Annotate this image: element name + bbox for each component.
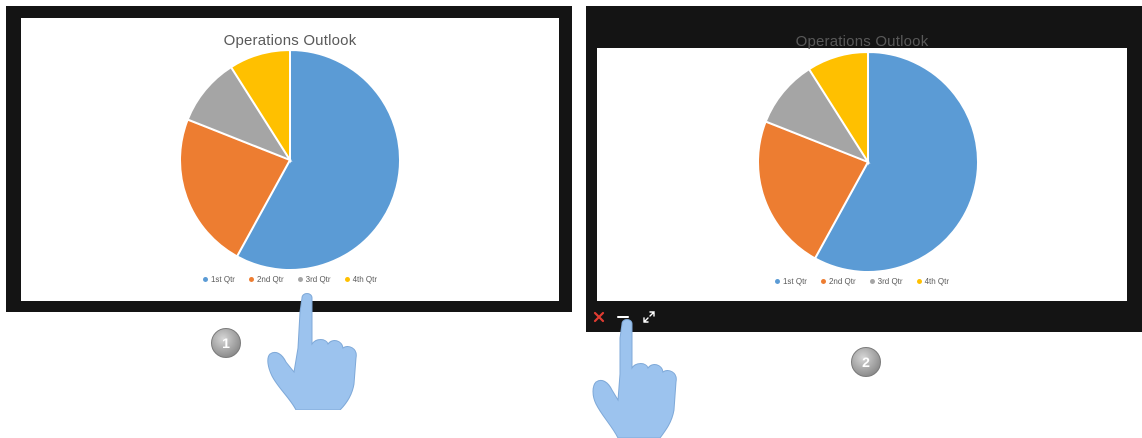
legend-swatch (297, 277, 303, 282)
pie-slice-q1[interactable] (813, 50, 979, 273)
pie-slice-q4[interactable] (229, 48, 291, 164)
legend-item-q2: 2nd Qtr (820, 277, 856, 286)
legend-label: 4th Qtr (352, 275, 378, 284)
legend-swatch (916, 279, 922, 284)
chart-title: Operations Outlook (223, 32, 357, 49)
chart-legend: 1st Qtr 2nd Qtr 3rd Qtr 4th Qtr (597, 277, 1127, 286)
chart-legend: 1st Qtr 2nd Qtr 3rd Qtr 4th Qtr (21, 275, 559, 284)
legend-item-q4: 4th Qtr (344, 275, 378, 284)
legend-item-q4: 4th Qtr (916, 277, 950, 286)
legend-swatch (869, 279, 875, 284)
slide-canvas[interactable]: Operations Outlook 1st Qtr 2nd Qtr 3rd Q… (597, 33, 1127, 301)
legend-item-q3: 3rd Qtr (297, 275, 331, 284)
presentation-screen-1: Operations Outlook 1st Qtr 2nd Qtr 3rd Q… (6, 6, 572, 312)
legend-label: 2nd Qtr (256, 275, 284, 284)
pointing-hand-icon (267, 293, 357, 410)
expand-icon[interactable] (642, 310, 656, 324)
legend-swatch (774, 279, 780, 284)
pie-slice-q2[interactable] (757, 120, 870, 260)
minimize-icon[interactable] (616, 310, 630, 324)
legend-label: 1st Qtr (210, 275, 235, 284)
legend-item-q1: 1st Qtr (774, 277, 807, 286)
pie-slice-q1[interactable] (235, 48, 401, 271)
legend-label: 1st Qtr (782, 277, 807, 286)
legend-swatch (820, 279, 826, 284)
chart-title: Operations Outlook (795, 33, 929, 50)
step-badge-1: 1 (211, 328, 241, 358)
pie-chart (179, 48, 401, 271)
legend-item-q1: 1st Qtr (202, 275, 235, 284)
pie-chart (757, 50, 979, 273)
pointing-hand-icon (592, 319, 677, 438)
legend-item-q3: 3rd Qtr (869, 277, 903, 286)
slideshow-control-bar (586, 302, 1142, 332)
legend-swatch (344, 277, 350, 282)
slide-canvas[interactable]: Operations Outlook 1st Qtr 2nd Qtr 3rd Q… (21, 18, 559, 301)
legend-swatch (248, 277, 254, 282)
legend-label: 4th Qtr (924, 277, 950, 286)
pie-slice-q2[interactable] (179, 118, 292, 258)
legend-label: 3rd Qtr (305, 275, 331, 284)
step-badge-2: 2 (851, 347, 881, 377)
presentation-screen-2: Operations Outlook 1st Qtr 2nd Qtr 3rd Q… (586, 6, 1142, 332)
legend-item-q2: 2nd Qtr (248, 275, 284, 284)
legend-label: 2nd Qtr (828, 277, 856, 286)
close-icon[interactable] (592, 310, 606, 324)
pie-slice-q4[interactable] (807, 50, 869, 166)
legend-label: 3rd Qtr (877, 277, 903, 286)
legend-swatch (202, 277, 208, 282)
